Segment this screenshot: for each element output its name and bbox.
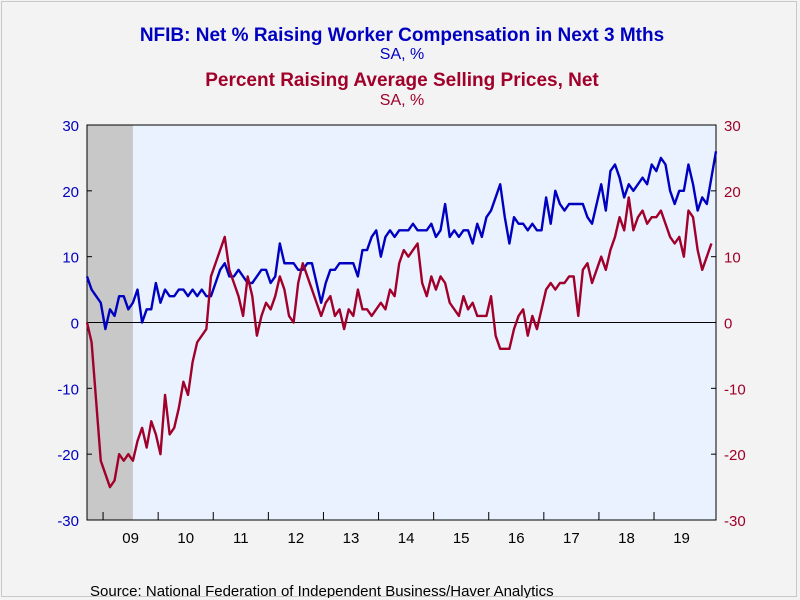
y-tick-label-left: 30 xyxy=(62,118,79,135)
y-tick-label-left: -30 xyxy=(57,513,79,530)
plot-area: -30 -30 -20 -20 -10 -10 0 0 10 10 20 20 30 30 09 10 11 12… xyxy=(57,118,745,547)
chart-subtitle-unit: SA, % xyxy=(380,92,424,109)
y-tick-label-right: 20 xyxy=(724,184,741,201)
y-tick-label-left: 0 xyxy=(71,316,79,333)
y-tick-label-right: -10 xyxy=(724,381,746,398)
x-tick-label: 13 xyxy=(343,530,360,547)
x-tick-label: 11 xyxy=(233,530,249,547)
source-note: Source: National Federation of Independe… xyxy=(90,583,554,598)
x-tick-label: 17 xyxy=(563,530,580,547)
x-tick-label: 12 xyxy=(288,530,305,547)
x-tick-label: 14 xyxy=(398,530,415,547)
y-tick-label-right: -30 xyxy=(724,513,746,530)
y-tick-label-left: 10 xyxy=(62,250,79,267)
y-tick-label-right: 0 xyxy=(724,316,732,333)
chart-title: NFIB: Net % Raising Worker Compensation … xyxy=(140,25,664,46)
x-tick-label: 10 xyxy=(177,530,194,547)
y-tick-label-right: 10 xyxy=(724,250,741,267)
x-tick-label: 09 xyxy=(122,530,139,547)
y-tick-label-left: 20 xyxy=(62,184,79,201)
series-line-selling-prices xyxy=(85,196,713,489)
y-tick-label-right: -20 xyxy=(724,447,746,464)
chart-subtitle: Percent Raising Average Selling Prices, … xyxy=(205,70,599,91)
chart-title-unit: SA, % xyxy=(380,46,424,63)
x-tick-label: 15 xyxy=(453,530,470,547)
y-tick-label-left: -10 xyxy=(57,381,79,398)
x-tick-label: 19 xyxy=(673,530,690,547)
y-tick-label-left: -20 xyxy=(57,447,79,464)
y-tick-label-right: 30 xyxy=(724,118,741,135)
x-tick-label: 18 xyxy=(618,530,635,547)
series-line-worker-compensation xyxy=(85,151,718,331)
x-tick-label: 16 xyxy=(508,530,525,547)
